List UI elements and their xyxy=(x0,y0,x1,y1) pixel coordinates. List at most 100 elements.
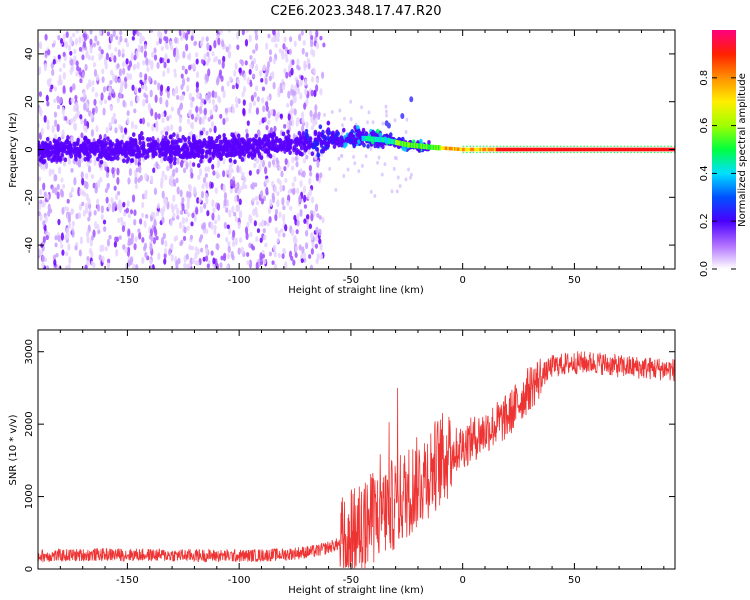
noise-mark xyxy=(135,264,139,269)
noise-mark xyxy=(77,159,82,167)
noise-mark xyxy=(116,63,120,69)
ridge-halo xyxy=(462,151,465,154)
noise-mark xyxy=(292,236,297,244)
ridge-mark xyxy=(580,147,582,152)
ridge-halo xyxy=(653,151,656,154)
band-mark xyxy=(91,145,96,151)
band-mark xyxy=(299,145,304,151)
noise-mark xyxy=(271,71,275,80)
ridge-mark xyxy=(525,147,527,152)
ridge-mark xyxy=(598,147,601,152)
noise-mark xyxy=(291,89,296,97)
ridge-mark xyxy=(393,139,396,145)
band-mark xyxy=(240,157,245,162)
noise-mark xyxy=(85,172,89,180)
noise-mark xyxy=(262,227,266,234)
noise-mark xyxy=(206,263,210,269)
band-mark xyxy=(60,152,64,158)
noise-mark xyxy=(273,185,277,193)
noise-mark xyxy=(199,234,204,240)
noise-mark xyxy=(110,52,114,61)
ridge-mark xyxy=(384,137,387,143)
band-mark xyxy=(172,132,176,138)
noise-mark xyxy=(45,94,49,102)
noise-mark xyxy=(114,193,119,201)
band-mark xyxy=(83,135,88,141)
ridge-halo xyxy=(657,145,659,147)
noise-mark xyxy=(130,121,135,129)
noise-mark xyxy=(205,247,209,255)
ridge-halo xyxy=(596,151,599,154)
noise-mark xyxy=(264,77,268,85)
band-mark xyxy=(332,144,337,149)
noise-mark xyxy=(254,43,259,52)
noise-mark xyxy=(99,176,103,183)
noise-mark xyxy=(78,204,83,211)
noise-mark xyxy=(193,41,197,47)
noise-mark xyxy=(110,69,114,76)
noise-mark xyxy=(303,64,307,71)
noise-mark xyxy=(38,176,42,182)
noise-mark xyxy=(272,81,276,90)
noise-mark xyxy=(153,218,157,228)
snr-marks xyxy=(38,351,675,569)
band-mark xyxy=(38,144,41,150)
ridge-halo xyxy=(509,151,512,154)
noise-mark xyxy=(186,190,190,199)
noise-mark xyxy=(125,58,129,65)
ridge-halo xyxy=(479,145,482,147)
noise-mark xyxy=(303,60,307,66)
band-mark xyxy=(264,148,269,154)
noise-mark xyxy=(166,165,170,172)
band-mark xyxy=(231,147,236,152)
band-mark xyxy=(317,134,321,140)
band-mark xyxy=(129,145,134,151)
ridge-mark xyxy=(568,147,570,152)
noise-mark xyxy=(166,125,170,132)
noise-mark xyxy=(160,45,164,51)
band-mark xyxy=(81,145,85,151)
noise-mark xyxy=(70,117,74,124)
noise-mark xyxy=(47,49,51,56)
ridge-halo xyxy=(650,151,653,154)
noise-mark xyxy=(200,190,205,199)
noise-mark xyxy=(316,252,320,261)
noise-mark xyxy=(80,171,84,180)
noise-mark xyxy=(342,174,346,179)
ridge-halo xyxy=(606,145,609,147)
noise-mark xyxy=(83,118,87,127)
ridge-mark xyxy=(612,147,615,152)
noise-mark xyxy=(38,107,42,115)
band-mark xyxy=(250,143,255,148)
noise-mark xyxy=(108,121,112,129)
noise-mark xyxy=(134,86,138,94)
noise-mark xyxy=(373,194,377,199)
noise-mark xyxy=(123,211,127,217)
noise-mark xyxy=(121,133,125,140)
noise-mark xyxy=(264,242,268,248)
band-mark xyxy=(322,139,326,145)
noise-mark xyxy=(208,127,213,133)
noise-mark xyxy=(246,221,250,228)
noise-mark xyxy=(228,43,232,51)
noise-mark xyxy=(306,214,310,220)
noise-mark xyxy=(68,256,72,265)
noise-mark xyxy=(186,212,190,218)
ridge-halo xyxy=(573,145,575,147)
noise-mark xyxy=(141,236,145,243)
noise-mark xyxy=(155,125,159,132)
noise-mark xyxy=(54,242,58,248)
noise-mark xyxy=(274,43,278,48)
noise-mark xyxy=(131,84,135,91)
noise-mark xyxy=(50,84,54,90)
noise-mark xyxy=(62,62,66,69)
noise-mark xyxy=(286,199,290,205)
ridge-mark xyxy=(364,135,366,142)
noise-mark xyxy=(157,82,161,91)
noise-mark xyxy=(62,71,66,80)
y-tick-label: -20 xyxy=(24,189,35,205)
noise-mark xyxy=(70,168,74,173)
ridge-mark xyxy=(466,147,468,152)
noise-mark xyxy=(67,243,71,251)
noise-mark xyxy=(177,257,181,265)
